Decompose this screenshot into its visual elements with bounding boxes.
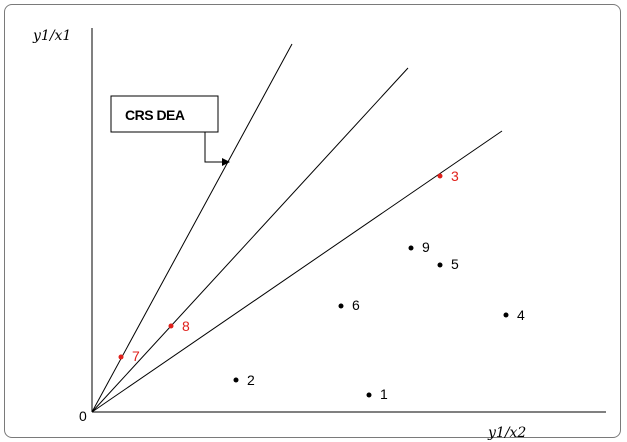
point-9-marker <box>408 245 414 251</box>
point-9-label: 9 <box>422 239 430 255</box>
point-2: 2 <box>233 372 255 388</box>
point-7-label: 7 <box>132 348 140 364</box>
point-8: 8 <box>168 318 190 334</box>
frontier-ray-steep <box>91 43 293 413</box>
frontier-ray-middle <box>91 67 409 413</box>
point-1-marker <box>366 392 372 398</box>
crs-dea-label: CRS DEA <box>125 107 185 123</box>
point-8-label: 8 <box>182 318 190 334</box>
point-2-marker <box>233 377 239 383</box>
point-1-label: 1 <box>380 386 388 402</box>
y-axis-label: y1/x1 <box>32 28 71 44</box>
origin-label: 0 <box>79 408 87 424</box>
point-3-label: 3 <box>451 168 459 184</box>
point-4-label: 4 <box>517 307 525 323</box>
frontier-ray-shallow <box>91 130 503 413</box>
point-6-label: 6 <box>352 297 360 313</box>
point-3-marker <box>437 173 443 179</box>
point-3: 3 <box>437 168 459 184</box>
point-7: 7 <box>118 348 140 364</box>
point-5: 5 <box>437 256 459 272</box>
point-5-marker <box>437 262 443 268</box>
point-8-marker <box>168 323 174 329</box>
point-2-label: 2 <box>247 372 255 388</box>
callout-arrowhead-icon <box>222 158 230 166</box>
point-9: 9 <box>408 239 430 255</box>
point-4: 4 <box>503 307 525 323</box>
point-6-marker <box>338 303 344 309</box>
point-7-marker <box>118 354 124 360</box>
point-1: 1 <box>366 386 388 402</box>
callout-connector <box>204 132 222 163</box>
crs-dea-box <box>110 95 219 133</box>
diagram-frame <box>4 4 621 438</box>
point-5-label: 5 <box>451 256 459 272</box>
point-6: 6 <box>338 297 360 313</box>
point-4-marker <box>503 312 509 318</box>
x-axis-label: y1/x2 <box>487 425 526 441</box>
